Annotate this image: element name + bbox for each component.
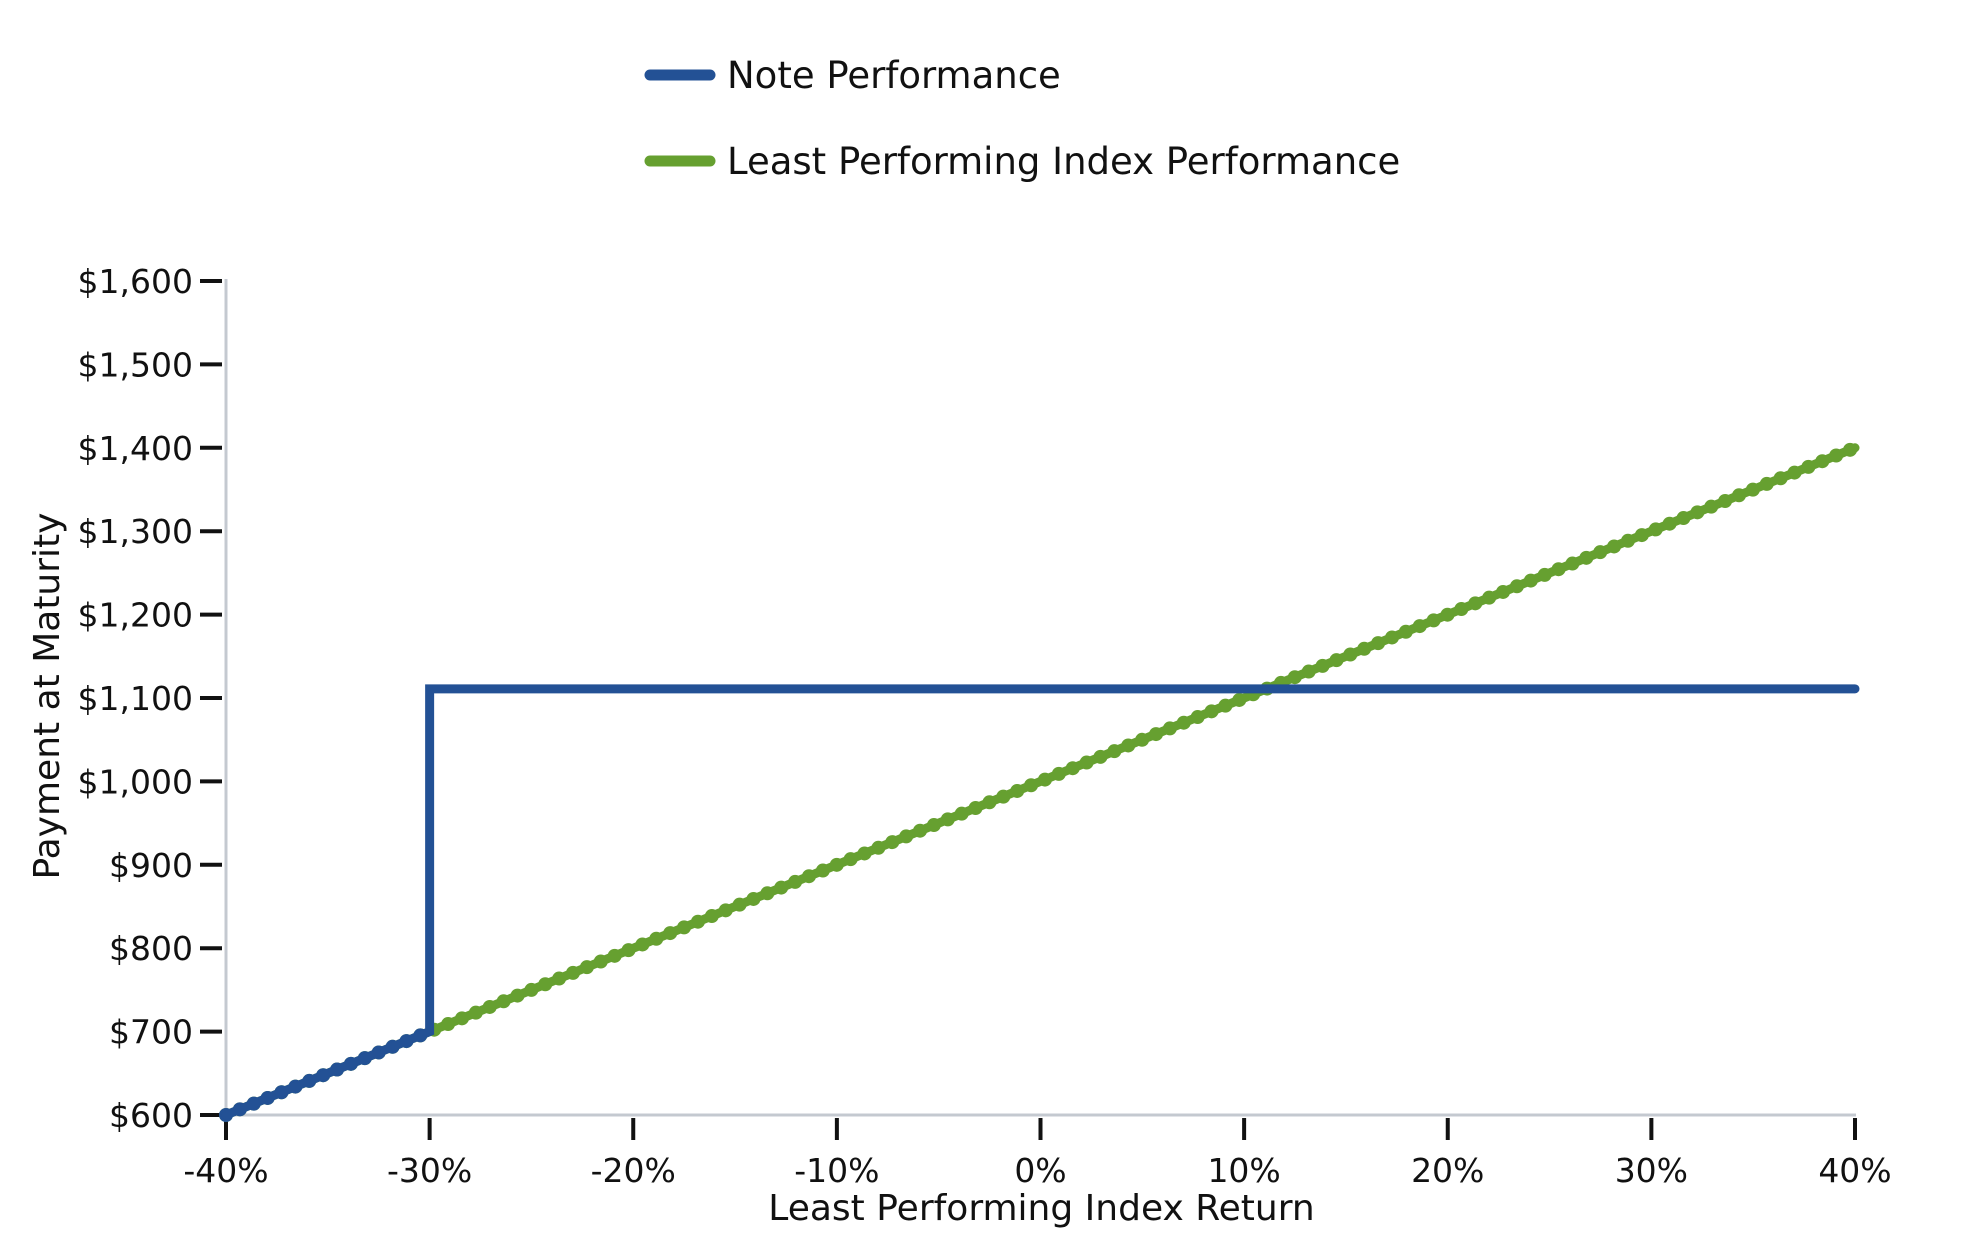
legend: Note Performance Least Performing Index P… [644, 54, 1400, 183]
y-tick-label: $800 [109, 929, 193, 968]
x-tick-label: 20% [1411, 1151, 1484, 1190]
y-tick-label: $1,500 [78, 345, 193, 384]
x-axis-title: Least Performing Index Return [768, 1188, 1314, 1229]
series-least-performing-index-performance [219, 440, 1862, 1122]
x-tick-label: 0% [1014, 1151, 1066, 1190]
y-tick-label: $1,200 [78, 596, 193, 635]
axes: $600 $700 $800 $900 $1,000 $1,100 $1,200 $1,300… [78, 262, 1892, 1190]
legend-label: Least Performing Index Performance [727, 140, 1400, 183]
y-axis-ticks: $600 $700 $800 $900 $1,000 $1,100 $1,200 $1,300… [78, 262, 222, 1135]
y-tick-label: $1,300 [78, 512, 193, 551]
y-tick-label: $700 [109, 1013, 193, 1052]
x-tick-label: -20% [591, 1151, 676, 1190]
x-tick-label: -10% [794, 1151, 879, 1190]
y-tick-label: $1,400 [78, 429, 193, 468]
legend-item: Least Performing Index Performance [644, 140, 1400, 183]
series-dots [219, 440, 1862, 1122]
x-tick-label: 30% [1615, 1151, 1688, 1190]
x-tick-label: 10% [1207, 1151, 1280, 1190]
legend-label: Note Performance [727, 54, 1061, 97]
y-tick-label: $1,600 [78, 262, 193, 301]
x-tick-label: -40% [183, 1151, 268, 1190]
y-tick-label: $1,000 [78, 762, 193, 801]
legend-item: Note Performance [644, 54, 1061, 97]
y-axis-title: Payment at Maturity [27, 513, 68, 880]
plot-area [219, 440, 1862, 1122]
y-tick-label: $600 [109, 1096, 193, 1135]
y-tick-label: $1,100 [78, 679, 193, 718]
series-note-performance [219, 684, 1860, 1122]
x-tick-label: -30% [387, 1151, 472, 1190]
y-tick-label: $900 [109, 846, 193, 885]
x-tick-label: 40% [1818, 1151, 1891, 1190]
series-line [221, 684, 1860, 1120]
x-axis-ticks: -40% -30% -20% -10% 0% 10% 20% 30% 40% [183, 1118, 1892, 1190]
